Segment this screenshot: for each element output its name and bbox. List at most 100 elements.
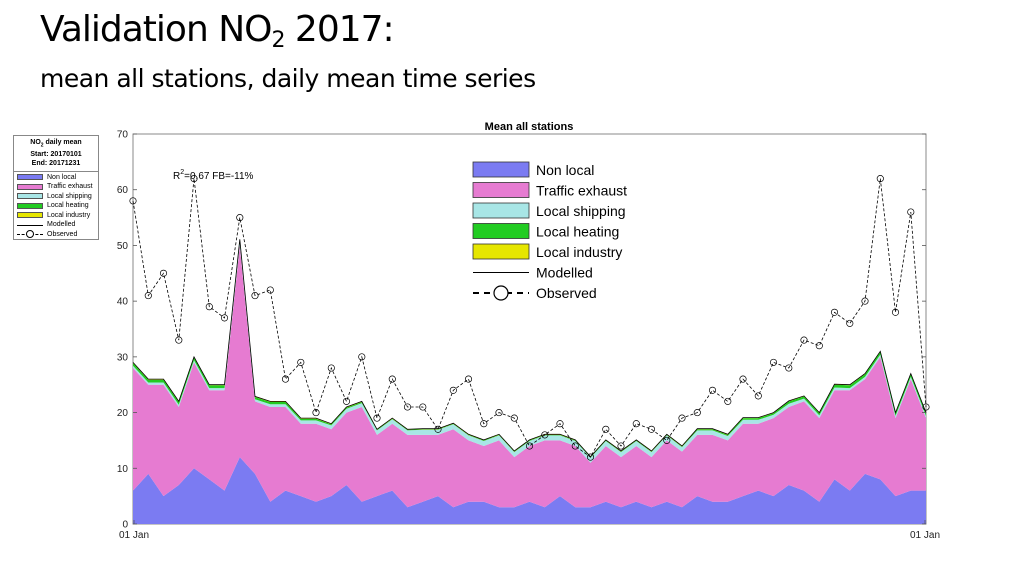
modelled-line — [132, 239, 927, 458]
observed-point — [876, 175, 884, 183]
side-legend: NO2 daily mean Start: 20170101 End: 2017… — [13, 135, 99, 240]
y-tick-label: 60 — [117, 185, 129, 196]
x-tick-label: 01 Jan — [119, 530, 149, 541]
observed-point — [647, 425, 656, 433]
chart-title: Mean all stations — [485, 121, 574, 133]
side-legend-observed: Observed — [14, 229, 98, 239]
y-tick-label: 70 — [117, 130, 129, 141]
observed-point — [525, 442, 534, 450]
observed-point — [708, 386, 717, 394]
observed-point — [754, 392, 762, 400]
observed-point — [190, 175, 198, 183]
y-tick-label: 30 — [117, 352, 129, 363]
y-axis: 0 10 20 30 40 50 60 70 — [117, 130, 926, 531]
side-legend-non-local: Non local — [14, 172, 98, 182]
observed-point — [419, 403, 427, 411]
observed-point — [312, 409, 320, 417]
x-axis: 01 Jan 01 Jan — [119, 520, 940, 541]
observed-point — [785, 364, 793, 372]
legend-swatch — [472, 182, 530, 198]
chart-legend: Non local Traffic exhaust Local shipping Lo… — [472, 161, 627, 301]
y-tick-label: 20 — [117, 408, 129, 419]
legend-swatch — [472, 202, 530, 219]
observed-point — [586, 453, 595, 461]
observed-point — [236, 214, 244, 222]
observed-point — [129, 197, 137, 205]
observed-point — [663, 436, 671, 444]
observed-point — [175, 336, 183, 344]
observed-point — [510, 414, 518, 422]
legend-label: Local shipping — [536, 203, 626, 219]
observed-point — [281, 375, 290, 383]
observed-point — [205, 303, 213, 311]
x-tick-label: 01 Jan — [910, 530, 940, 541]
observed-point — [815, 342, 823, 350]
observed-point — [342, 397, 351, 405]
observed-line — [132, 178, 927, 458]
observed-point — [327, 364, 335, 372]
legend-label: Traffic exhaust — [536, 183, 627, 199]
observed-point — [861, 297, 869, 305]
observed-point — [693, 409, 701, 417]
side-legend-traffic: Traffic exhaust — [14, 182, 98, 192]
side-legend-modelled: Modelled — [14, 220, 98, 230]
side-legend-header: NO2 daily mean Start: 20170101 End: 2017… — [14, 136, 98, 173]
observed-point — [846, 319, 854, 327]
side-legend-heating: Local heating — [14, 201, 98, 211]
side-legend-shipping: Local shipping — [14, 191, 98, 201]
observed-point — [449, 386, 457, 394]
slide-title: Validation NO2 2017: — [40, 9, 395, 54]
observed-point — [373, 414, 381, 422]
observed-point — [480, 420, 488, 428]
observed-point — [891, 308, 900, 316]
observed-point — [358, 353, 366, 361]
observed-point — [541, 431, 549, 439]
observed-point — [907, 208, 915, 216]
fit-annotation: R2=0.67 FB=-11% — [173, 169, 254, 182]
observed-point — [617, 442, 625, 450]
observed-point — [678, 414, 686, 422]
y-tick-label: 50 — [117, 241, 129, 252]
observed-point — [556, 420, 564, 428]
side-legend-end: End: 20171231 — [31, 160, 81, 168]
observed-point — [297, 358, 305, 366]
observed-point — [388, 375, 396, 383]
observed-point — [602, 425, 610, 433]
legend-label: Local industry — [536, 244, 622, 260]
observed-point — [571, 442, 579, 450]
area-non-local — [133, 457, 926, 524]
observed-point — [769, 358, 778, 366]
legend-label: Non local — [536, 162, 594, 178]
legend-swatch — [472, 243, 530, 260]
observed-point — [220, 314, 229, 322]
observed-point — [922, 403, 930, 411]
observed-point — [464, 375, 473, 383]
y-tick-label: 0 — [122, 520, 128, 531]
legend-label: Observed — [536, 285, 597, 301]
legend-label: Modelled — [536, 265, 593, 281]
side-legend-start: Start: 20170101 — [30, 151, 82, 159]
observed-point — [495, 409, 503, 417]
legend-swatch — [472, 161, 530, 178]
observed-point — [266, 286, 274, 294]
side-legend-industry: Local industry — [14, 210, 98, 220]
observed-point — [403, 403, 412, 411]
legend-swatch — [472, 223, 530, 239]
y-tick-label: 10 — [117, 464, 129, 475]
observed-point — [632, 420, 640, 428]
observed-point — [724, 397, 732, 405]
stacked-areas — [133, 239, 926, 524]
observed-point — [159, 269, 168, 277]
observed-point — [800, 336, 808, 344]
y-tick-label: 40 — [117, 297, 129, 308]
observed-point — [830, 308, 839, 316]
observed-point — [434, 425, 442, 433]
series-lines — [129, 175, 930, 461]
area-traffic-exhaust — [133, 245, 926, 508]
observed-point — [144, 292, 152, 300]
slide-subtitle: mean all stations, daily mean time serie… — [40, 64, 536, 93]
legend-marker-observed — [493, 285, 509, 301]
observed-point — [251, 292, 259, 300]
observed-point — [739, 375, 747, 383]
